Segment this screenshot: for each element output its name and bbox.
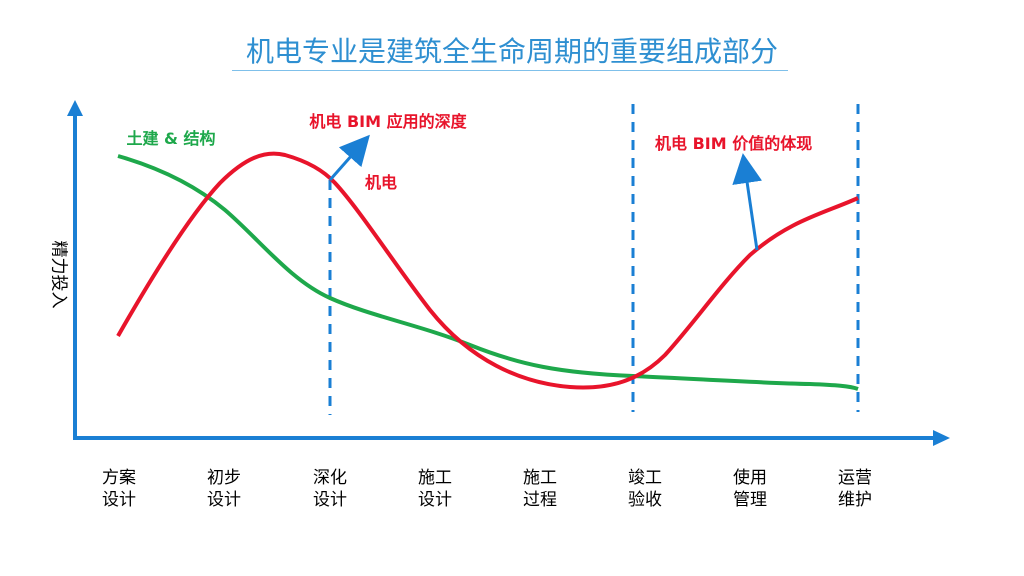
stage-label-line1: 方案 xyxy=(102,468,136,488)
stage-label: 竣工 验收 xyxy=(610,467,680,511)
title-underline xyxy=(232,70,788,71)
bim-depth-arrow-icon xyxy=(328,134,370,181)
civil-structure-label: 土建 & 结构 xyxy=(126,129,216,148)
stage-label: 方案 设计 xyxy=(84,467,154,511)
x-axis-arrow-icon xyxy=(933,430,950,446)
stage-label-line1: 运营 xyxy=(838,468,872,488)
stage-label: 施工 设计 xyxy=(400,467,470,511)
bim-value-label: 机电 BIM 价值的体现 xyxy=(655,134,813,153)
stage-label-line2: 设计 xyxy=(207,490,241,510)
stage-label-line2: 设计 xyxy=(418,490,452,510)
stage-label: 深化 设计 xyxy=(295,467,365,511)
stage-label: 使用 管理 xyxy=(715,467,785,511)
stage-label-line1: 深化 xyxy=(313,468,347,488)
y-axis-arrow-icon xyxy=(67,100,83,116)
stage-label-line2: 管理 xyxy=(733,490,767,510)
stage-label-line2: 验收 xyxy=(628,490,662,510)
stage-label-line1: 施工 xyxy=(418,468,452,488)
stage-label-line2: 设计 xyxy=(313,490,347,510)
bim-depth-label: 机电 BIM 应用的深度 xyxy=(309,112,467,131)
page-title: 机电专业是建筑全生命周期的重要组成部分 xyxy=(245,35,778,68)
stage-label: 运营 维护 xyxy=(820,467,890,511)
bim-value-arrow-icon xyxy=(732,153,763,251)
mep-curve xyxy=(116,151,859,390)
stage-label-line1: 竣工 xyxy=(628,468,662,488)
mep-curve-label: 机电 xyxy=(365,173,398,192)
stage-label-line2: 维护 xyxy=(838,490,872,510)
y-axis-label: 精力投入 xyxy=(48,240,69,309)
stage-label-line2: 设计 xyxy=(102,490,136,510)
stage-label-line2: 过程 xyxy=(523,490,557,510)
civil-structure-curve xyxy=(117,154,859,391)
stage-label: 初步 设计 xyxy=(189,467,259,511)
stage-label-line1: 初步 xyxy=(207,468,241,488)
stage-label: 施工 过程 xyxy=(505,467,575,511)
stage-label-line1: 施工 xyxy=(523,468,557,488)
stage-label-line1: 使用 xyxy=(733,468,767,488)
